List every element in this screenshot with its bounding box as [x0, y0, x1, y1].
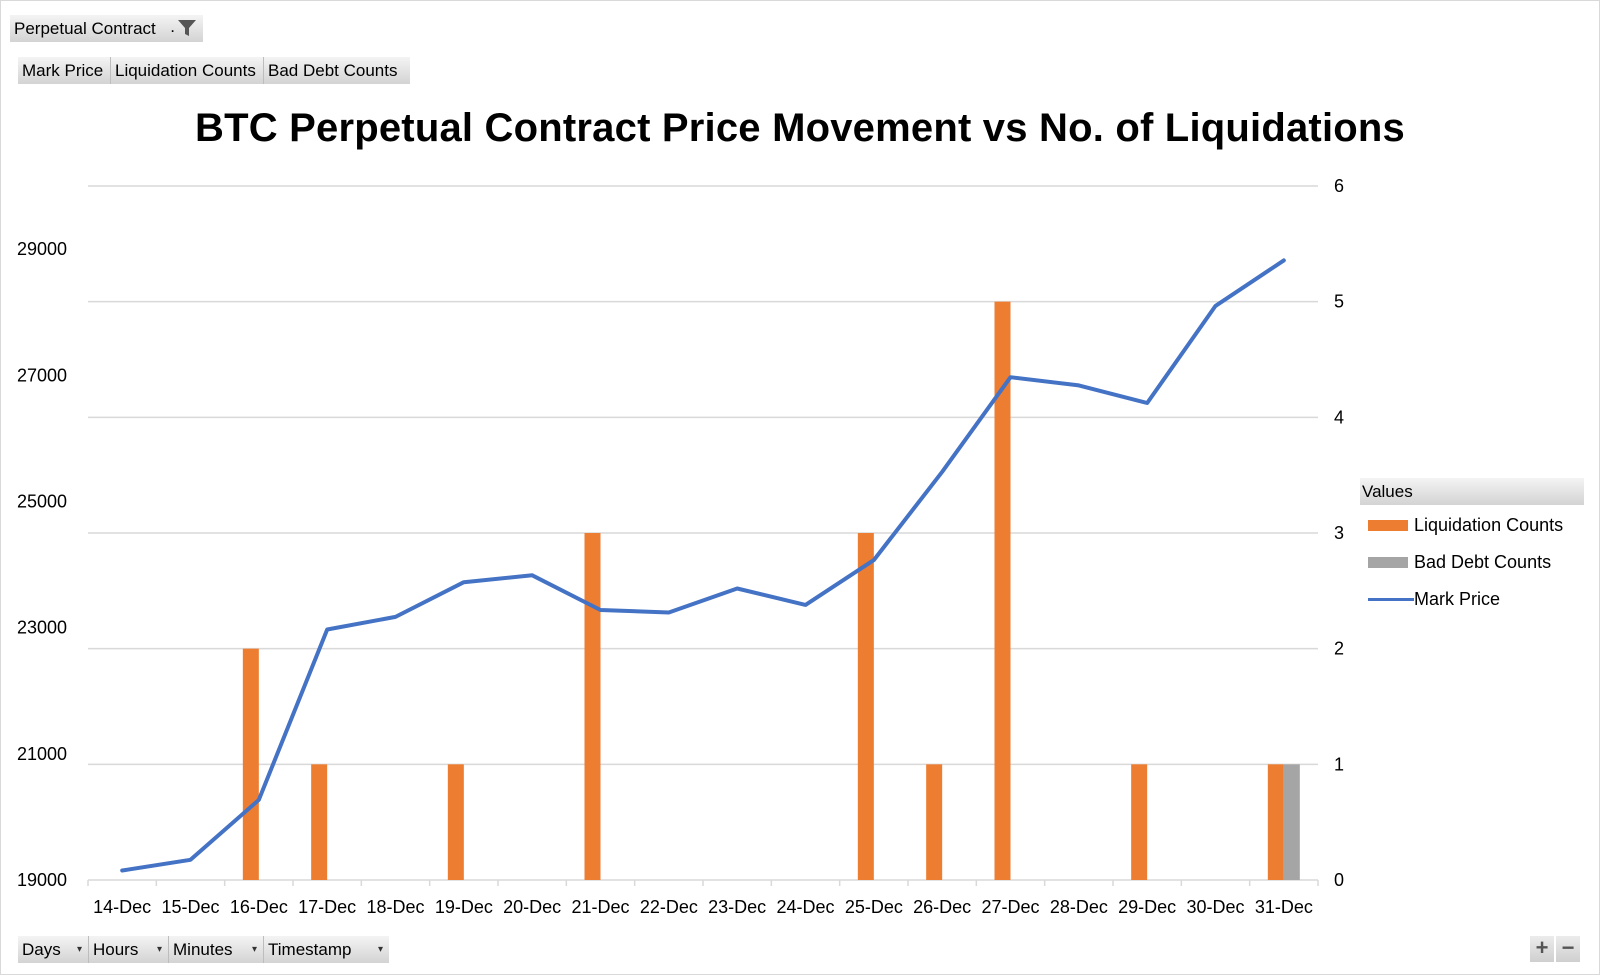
- y-secondary-tick-label: 4: [1334, 407, 1344, 427]
- liquidation-swatch: [1368, 520, 1408, 531]
- liquidation-bar: [926, 764, 943, 880]
- field-button-liquidation-counts[interactable]: Liquidation Counts: [111, 57, 264, 84]
- perpetual-contract-filter-button[interactable]: Perpetual Contract .: [10, 15, 203, 42]
- liquidation-bar: [311, 764, 328, 880]
- field-button-mark-price[interactable]: Mark Price: [18, 57, 111, 84]
- dropdown-caret-icon: ▾: [251, 944, 257, 955]
- liquidation-bar: [994, 301, 1011, 881]
- legend-label: Bad Debt Counts: [1414, 552, 1552, 572]
- liquidation-bar: [584, 533, 601, 880]
- bad-debt-bar: [1283, 764, 1300, 880]
- filter-button-dot: .: [170, 17, 175, 36]
- y-secondary-tick-label: 3: [1334, 523, 1344, 543]
- x-tick-label: 17-Dec: [298, 897, 356, 917]
- field-button-bad-debt-counts[interactable]: Bad Debt Counts: [264, 57, 410, 84]
- x-tick-label: 30-Dec: [1186, 897, 1244, 917]
- liquidation-bar: [857, 533, 874, 880]
- legend-header: Values: [1360, 478, 1584, 505]
- x-tick-label: 15-Dec: [161, 897, 219, 917]
- field-button-label: Mark Price: [22, 61, 104, 80]
- axis-field-minutes[interactable]: Minutes ▾: [169, 936, 264, 963]
- axis-field-hours[interactable]: Hours ▾: [89, 936, 169, 963]
- expand-field-button[interactable]: +: [1530, 936, 1554, 962]
- y-secondary-tick-label: 6: [1334, 176, 1344, 196]
- axis-field-label: Days: [22, 940, 61, 959]
- mark-price-line-swatch: [1368, 598, 1414, 601]
- x-tick-label: 18-Dec: [366, 897, 424, 917]
- dropdown-caret-icon: ▾: [76, 944, 82, 955]
- y-primary-tick-label: 19000: [17, 870, 67, 890]
- axis-field-timestamp[interactable]: Timestamp ▾: [264, 936, 389, 963]
- y-primary-tick-label: 21000: [17, 744, 67, 764]
- x-tick-label: 28-Dec: [1050, 897, 1108, 917]
- x-tick-label: 16-Dec: [230, 897, 288, 917]
- x-tick-label: 31-Dec: [1255, 897, 1313, 917]
- field-button-label: Liquidation Counts: [115, 61, 256, 80]
- y-primary-tick-label: 29000: [17, 239, 67, 259]
- field-button-label: Bad Debt Counts: [268, 61, 398, 80]
- y-primary-tick-label: 25000: [17, 491, 67, 511]
- liquidation-bar: [242, 648, 259, 880]
- bad-debt-swatch: [1368, 557, 1408, 568]
- liquidation-bar: [1131, 764, 1148, 880]
- x-tick-label: 22-Dec: [640, 897, 698, 917]
- liquidation-bar: [447, 764, 464, 880]
- x-tick-label: 19-Dec: [435, 897, 493, 917]
- filter-funnel-icon: [178, 20, 196, 36]
- axis-field-label: Minutes: [173, 940, 233, 959]
- y-primary-tick-label: 23000: [17, 618, 67, 638]
- x-tick-label: 24-Dec: [776, 897, 834, 917]
- axis-field-days[interactable]: Days ▾: [18, 936, 89, 963]
- axis-field-label: Hours: [93, 940, 139, 959]
- x-tick-label: 29-Dec: [1118, 897, 1176, 917]
- x-tick-label: 23-Dec: [708, 897, 766, 917]
- liquidation-bar: [1267, 764, 1284, 880]
- chart-title: BTC Perpetual Contract Price Movement vs…: [195, 106, 1405, 150]
- legend-label: Mark Price: [1414, 589, 1501, 609]
- x-tick-label: 20-Dec: [503, 897, 561, 917]
- collapse-field-button[interactable]: −: [1556, 936, 1580, 962]
- y-secondary-tick-label: 2: [1334, 639, 1344, 659]
- y-primary-tick-label: 27000: [17, 365, 67, 385]
- x-tick-label: 27-Dec: [981, 897, 1039, 917]
- legend-label: Liquidation Counts: [1414, 515, 1564, 535]
- axis-field-label: Timestamp: [268, 940, 352, 959]
- y-secondary-tick-label: 1: [1334, 754, 1344, 774]
- x-tick-label: 14-Dec: [93, 897, 151, 917]
- filter-button-label: Perpetual Contract: [14, 19, 156, 38]
- x-tick-label: 26-Dec: [913, 897, 971, 917]
- x-tick-label: 21-Dec: [571, 897, 629, 917]
- mark-price-line: [120, 258, 1286, 873]
- x-tick-label: 25-Dec: [845, 897, 903, 917]
- dropdown-caret-icon: ▾: [156, 944, 162, 955]
- y-secondary-tick-label: 0: [1334, 870, 1344, 890]
- dropdown-caret-icon: ▾: [377, 944, 383, 955]
- y-secondary-tick-label: 5: [1334, 292, 1344, 312]
